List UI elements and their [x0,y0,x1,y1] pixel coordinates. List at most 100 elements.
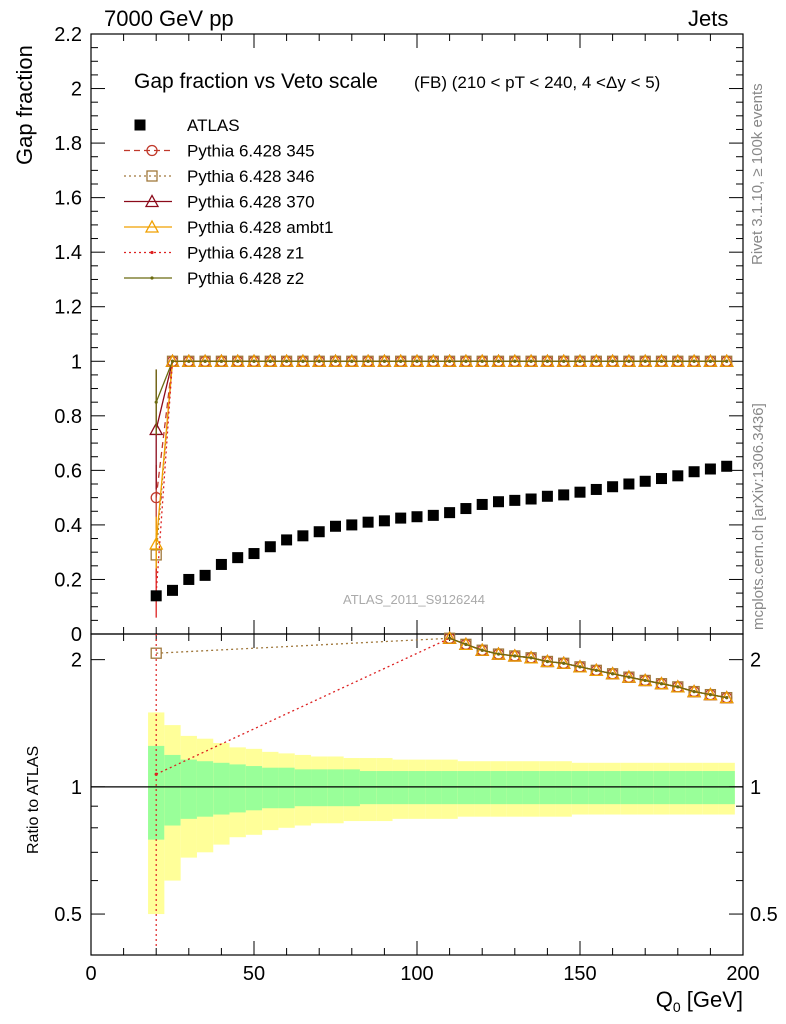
y-tick-label: 0.2 [54,569,82,591]
series-point-z2 [529,359,533,363]
legend: ATLAS Pythia 6.428 345 Pythia 6.428 346 Pyt… [124,116,333,288]
band-inner [359,771,377,805]
series-point-z2 [268,359,272,363]
y-tick-label: 1 [71,351,82,373]
band-inner [571,771,589,805]
legend-marker-z2 [150,276,154,280]
side-label-top: Rivet 3.1.10, ≥ 100k events [749,83,766,265]
series-point-z2 [415,359,419,363]
data-point [623,478,635,490]
ratio-point-z2 [611,672,615,676]
series-point-z2 [545,359,550,363]
data-point [264,541,276,553]
band-inner [457,771,475,805]
data-point [558,489,570,501]
ratio-point-p346 [150,647,162,659]
x-tick-label: 50 [243,963,265,985]
series-point-p345 [150,491,162,504]
ratio-point-z2 [692,689,696,694]
ratio-y-tick-label: 1 [71,777,82,799]
y-tick-label: 2.2 [54,24,82,46]
series-point-z2 [317,359,321,363]
uncertainty-bands [91,712,743,915]
data-point [493,496,504,508]
atlas-data [150,460,733,602]
data-point [476,498,488,510]
data-point [590,483,602,495]
data-point [362,516,374,528]
ratio-point-z2 [448,636,452,640]
band-inner [408,771,426,805]
series-point-z2 [154,400,158,404]
data-point [281,534,293,546]
y-tick-label: 0.6 [54,460,82,482]
x-tick-label: 0 [85,963,96,985]
ratio-line-p346 [156,637,727,699]
mc-series [149,353,734,947]
series-point-z2 [203,359,207,363]
series-point-z2 [382,359,386,363]
ratio-point-z2 [643,678,647,683]
ratio-point-z2 [513,654,517,658]
header-left: 7000 GeV pp [104,6,234,31]
band-inner [327,769,344,807]
data-point [688,466,700,478]
legend-marker-z1 [150,250,154,255]
data-point [199,569,211,581]
ratio-point-z2 [659,682,664,686]
data-point [444,507,456,519]
y-tick-label: 1.8 [54,133,82,155]
band-inner [669,771,686,805]
series-point-z2 [252,359,256,363]
ratio-point-z2 [529,656,533,660]
y-tick-label: 0 [71,624,82,646]
band-inner [539,771,556,805]
series-point-z2 [464,359,468,363]
band-inner [196,761,214,817]
chart-text: Gap fraction vs Veto scale (FB) (210 < p… [12,45,767,1015]
series-line-z2 [155,360,727,403]
series-point-z2 [692,359,696,363]
data-point [541,490,553,502]
y-tick-label: 1.6 [54,188,82,210]
band-inner [604,771,621,805]
band-inner [702,771,719,805]
band-inner [425,771,442,805]
ratio-point-z2 [496,652,501,656]
series-line-p370 [155,360,727,430]
legend-marker-ambt1 [144,219,160,233]
series-point-z2 [496,359,501,363]
ratio-frame [90,633,744,956]
ratio-point-z2 [708,693,713,697]
series-point-z2 [301,359,305,363]
series-point-z2 [708,359,713,363]
series-point-z2 [399,359,403,363]
data-point [607,481,619,493]
legend-marker-p370 [144,194,160,208]
data-point [460,503,472,515]
series-point-z2 [562,359,566,363]
band-inner [506,771,523,805]
series-point-z2 [448,359,452,363]
data-point [248,548,260,560]
legend-label-p345: Pythia 6.428 345 [187,142,315,161]
y-tick-label: 2 [71,79,82,101]
ratio-point-ambt1 [442,630,457,644]
band-inner [343,769,360,807]
series-line-p346 [155,360,727,555]
series-point-z2 [187,359,191,363]
series-point-z2 [431,359,435,363]
data-point [427,509,439,521]
series-point-z2 [578,359,582,363]
band-inner [718,771,735,805]
legend-marker-p345 [146,144,158,157]
chart-subtitle: (FB) (210 < pT < 240, 4 <Δy < 5) [414,73,660,92]
x-tick-label: 100 [400,963,433,985]
data-point [574,486,586,498]
chart-title: Gap fraction vs Veto scale [134,70,378,93]
x-axis-label-unit: [GeV] [681,987,743,1012]
legend-label-p346: Pythia 6.428 346 [187,167,315,186]
band-inner [278,767,295,809]
watermark: ATLAS_2011_S9126244 [343,592,485,607]
